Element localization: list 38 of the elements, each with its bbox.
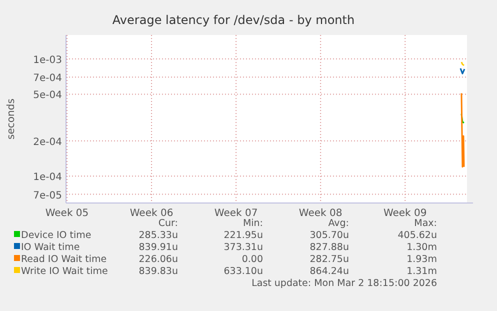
y-tick-label: 5e-04 [33, 90, 62, 102]
y-tick-label: 2e-04 [33, 136, 62, 148]
chart-title: Average latency for /dev/sda - by month [112, 13, 355, 27]
text: Cur: [158, 218, 178, 229]
legend-label: Write IO Wait time [21, 266, 108, 277]
text: 285.33u [138, 230, 178, 241]
text: 282.75u [310, 254, 349, 265]
text: 0.00 [242, 254, 263, 265]
text: 221.95u [224, 230, 263, 241]
x-tick-label: Week 05 [45, 208, 89, 219]
text: Last update: Mon Mar 2 18:15:00 2026 [252, 278, 437, 289]
text: 827.88u [310, 242, 349, 253]
text: 405.62u [398, 230, 437, 241]
text: 373.31u [224, 242, 263, 253]
text: Avg: [328, 218, 349, 229]
legend-label: IO Wait time [21, 242, 80, 253]
text: 864.24u [310, 266, 349, 277]
text: Max: [414, 218, 437, 229]
text: 839.91u [138, 242, 178, 253]
y-tick-label: 7e-05 [33, 190, 62, 202]
text: 839.83u [138, 266, 178, 277]
text: 1.93m [406, 254, 437, 265]
x-tick-label: Week 09 [383, 208, 427, 219]
x-tick-label: Week 06 [130, 208, 174, 219]
y-tick-label: 7e-04 [33, 73, 62, 84]
text: 305.70u [310, 230, 349, 241]
y-axis-title: seconds [6, 98, 17, 140]
y-tick-label: 1e-03 [33, 54, 62, 66]
text: 1.31m [406, 266, 437, 277]
text: Min: [242, 218, 263, 229]
legend-label: Device IO time [21, 230, 92, 241]
y-tick-label: 1e-04 [33, 172, 62, 184]
text: 1.30m [406, 242, 437, 253]
x-tick-label: Week 07 [214, 208, 258, 219]
legend-label: Read IO Wait time [21, 254, 107, 265]
text: 633.10u [224, 266, 263, 277]
x-tick-label: Week 08 [298, 208, 342, 219]
text: 226.06u [138, 254, 178, 265]
